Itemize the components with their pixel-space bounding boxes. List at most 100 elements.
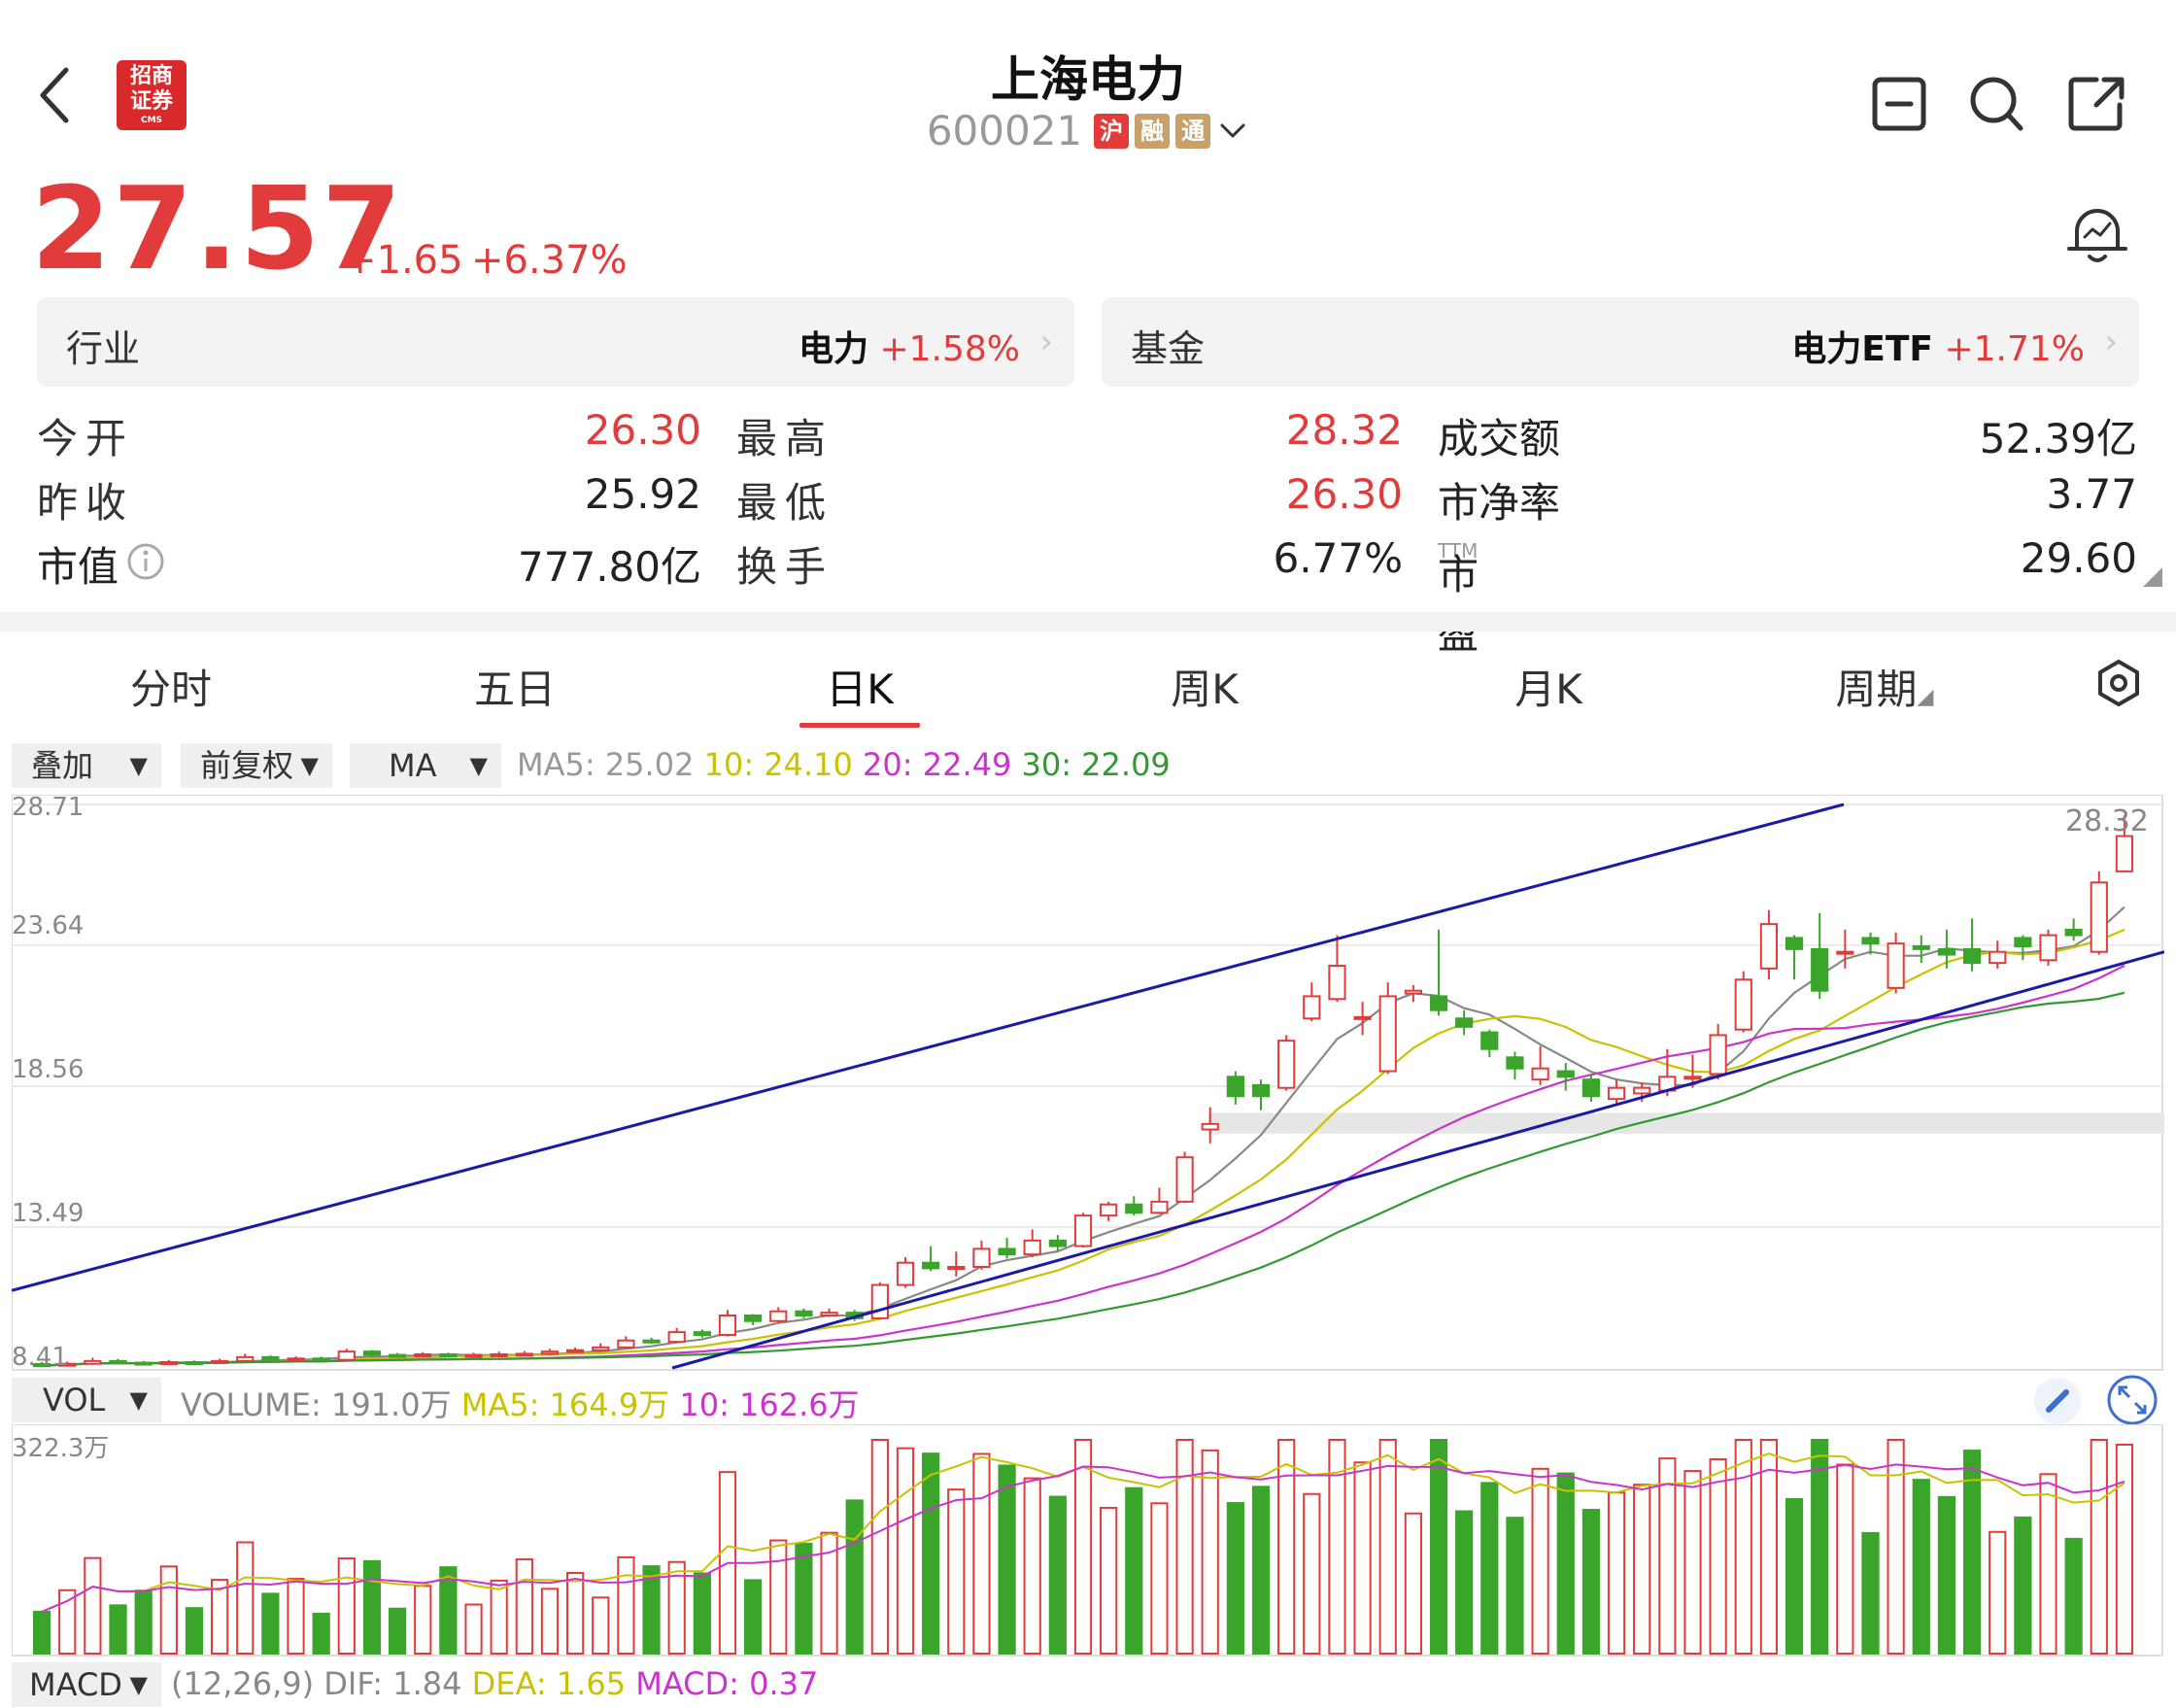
caret-down-icon: ▼ (129, 752, 148, 779)
candle (947, 1251, 966, 1277)
ma20-line (42, 964, 2125, 1367)
volume-bar (1633, 1484, 1651, 1656)
volume-bar (362, 1559, 382, 1656)
volume-bar (1328, 1439, 1346, 1655)
tab-intraday[interactable]: 分时 (129, 666, 212, 713)
settings-icon[interactable] (2096, 659, 2141, 707)
volume-bar (261, 1592, 280, 1655)
info-icon[interactable] (126, 542, 165, 581)
volume-bar (1759, 1439, 1779, 1655)
stats-row-3: 市值 777.80亿 换手 6.77% 市盈 TTM 29.60 (37, 534, 2137, 658)
volume-bar (515, 1557, 533, 1655)
ma30-line (42, 991, 2125, 1367)
volume-bar (1150, 1502, 1169, 1655)
connect-badge: 通 (1175, 113, 1211, 149)
tab-monthly-k[interactable]: 月K (1514, 666, 1582, 713)
industry-name: 电力 (799, 329, 869, 369)
minus-box-icon[interactable] (1871, 76, 1927, 132)
volume-chart[interactable] (12, 1424, 2164, 1657)
candle (540, 1349, 560, 1356)
volume-bar (1683, 1470, 1702, 1656)
volume-bar (947, 1488, 966, 1656)
volume-bar (693, 1572, 711, 1656)
volume-bar (1989, 1530, 2007, 1655)
overlay-select[interactable]: 叠加 ▼ (12, 743, 161, 788)
candle (1962, 918, 1982, 972)
max-price-mark: 28.32 (2065, 804, 2149, 838)
share-icon[interactable] (2067, 74, 2127, 134)
candle (287, 1356, 305, 1362)
volume-bar (84, 1556, 102, 1655)
candle (1226, 1071, 1244, 1105)
candle (464, 1352, 483, 1358)
candle (388, 1352, 407, 1358)
search-icon[interactable] (1968, 74, 2026, 134)
caret-down-icon: ▼ (469, 752, 488, 779)
vol-select[interactable]: VOL ▼ (12, 1378, 161, 1422)
volume-bar (1048, 1495, 1067, 1655)
candle (1506, 1051, 1524, 1080)
macd-select[interactable]: MACD ▼ (12, 1662, 161, 1707)
candle (1125, 1196, 1143, 1216)
volume-bar (896, 1447, 915, 1655)
open-price: 26.30 (584, 406, 701, 454)
candle (490, 1351, 508, 1357)
candle (261, 1355, 280, 1361)
stock-code-row[interactable]: 600021 沪 融 通 (0, 107, 2176, 154)
volume-bar (1277, 1439, 1296, 1655)
candlestick-chart[interactable] (12, 795, 2164, 1372)
candle (515, 1350, 533, 1357)
volume-bar (58, 1588, 77, 1655)
pencil-icon (2046, 1389, 2069, 1413)
volume-bar (1581, 1509, 1600, 1655)
chevron-right-icon: › (2104, 323, 2118, 361)
candle (1073, 1213, 1093, 1247)
adjust-select[interactable]: 前复权 ▼ (181, 743, 332, 788)
tab-daily-k[interactable]: 日K (826, 666, 894, 713)
fullscreen-icon[interactable] (2106, 1374, 2159, 1426)
edit-button[interactable] (2034, 1378, 2081, 1424)
high-price: 28.32 (1285, 406, 1403, 454)
volume-bar (1811, 1439, 1829, 1655)
volume-bar (1734, 1439, 1752, 1655)
volume-legend: VOLUME: 191.0万 MA5: 164.9万 10: 162.6万 (181, 1386, 860, 1423)
volume-bar (1785, 1497, 1804, 1655)
fund-chip[interactable]: 基金 电力ETF +1.71% › (1102, 297, 2139, 387)
volume-bar (1023, 1477, 1041, 1655)
industry-chip[interactable]: 行业 电力 +1.58% › (37, 297, 1074, 387)
volume-bar (210, 1579, 229, 1655)
tab-weekly-k[interactable]: 周K (1171, 666, 1239, 713)
price-alert-bell-icon[interactable] (2063, 200, 2131, 268)
chevron-down-icon[interactable] (1216, 115, 1249, 148)
volume-bar (439, 1566, 458, 1655)
volume-bar (2014, 1516, 2032, 1655)
volume-bar (922, 1452, 940, 1655)
candle (2064, 918, 2083, 941)
tab-period[interactable]: 周期◢ (1835, 666, 1934, 713)
tab-five-day[interactable]: 五日 (473, 666, 556, 713)
chart-frame (12, 795, 2163, 1371)
candle (2014, 935, 2032, 961)
candle (1480, 1029, 1499, 1058)
volume-bar (1226, 1502, 1244, 1655)
volume-bar (769, 1539, 788, 1655)
volume-bar (1100, 1506, 1118, 1655)
pb-ratio: 3.77 (2046, 470, 2137, 518)
volume-bar (1861, 1531, 1880, 1655)
candle (693, 1329, 711, 1338)
macd-legend: (12,26,9) DIF: 1.84 DEA: 1.65 MACD: 0.37 (171, 1665, 819, 1702)
candle (32, 1362, 51, 1368)
turnover-rate: 6.77% (1273, 534, 1403, 582)
broker-logo: 招商证券 CMS (117, 60, 187, 130)
stats-row-1: 今开 26.30 最高 28.32 成交额 52.39亿 (0, 398, 2176, 462)
candle (1303, 982, 1321, 1022)
pe-ratio: 29.60 (2020, 534, 2137, 582)
volume-ma10-line (41, 1463, 2125, 1613)
sh-market-badge: 沪 (1094, 113, 1130, 149)
section-divider (0, 612, 2176, 632)
candle (1581, 1074, 1600, 1102)
caret-down-icon: ▼ (129, 1386, 148, 1414)
back-icon[interactable] (35, 64, 74, 126)
indicator-select[interactable]: MA ▼ (350, 743, 501, 788)
expand-corner-icon[interactable] (2143, 567, 2162, 587)
